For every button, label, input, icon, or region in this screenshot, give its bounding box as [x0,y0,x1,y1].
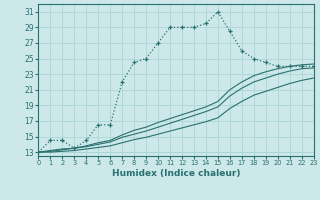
X-axis label: Humidex (Indice chaleur): Humidex (Indice chaleur) [112,169,240,178]
